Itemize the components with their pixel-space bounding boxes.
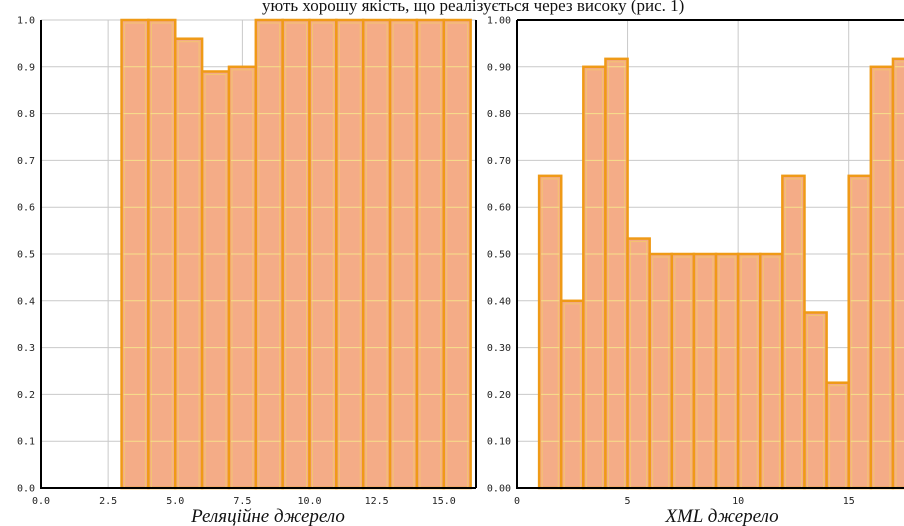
xml-bar [847, 174, 873, 490]
relational-bar-rect [174, 37, 204, 490]
relational-y-tick-label: 0.7 [17, 156, 35, 167]
relational-y-tick-label: 0.0 [17, 484, 35, 495]
xml-bar [648, 252, 674, 490]
relational-x-tick-label: 2.5 [99, 496, 117, 507]
relational-y-tick-label: 1.0 [17, 16, 35, 27]
xml-bar [582, 65, 607, 490]
relational-bar [147, 18, 177, 490]
relational-x-tick-label: 15.0 [432, 496, 456, 507]
xml-bar [759, 252, 784, 490]
relational-x-tick-label: 12.5 [365, 496, 389, 507]
xml-x-tick-label: 5 [625, 496, 631, 507]
xml-bar [803, 311, 828, 490]
xml-y-tick-label: 0.30 [487, 343, 511, 354]
relational-y-tick-label: 0.6 [17, 203, 35, 214]
relational-y-tick-label: 0.8 [17, 109, 35, 120]
relational-y-tick-label: 0.1 [17, 437, 35, 448]
xml-bar [692, 252, 718, 490]
top-text-line: ують хорошу якість, що реалізується чере… [262, 0, 684, 15]
relational-bar [308, 18, 338, 490]
xml-bar [537, 174, 563, 490]
relational-x-tick-label: 5.0 [166, 496, 184, 507]
relational-bar-rect [200, 70, 231, 490]
xml-source-chart: 0.00 0.10 0.20 0.30 0.40 0.50 0.60 0.70 0.80 0.90… [487, 16, 904, 526]
relational-bar [120, 18, 150, 490]
relational-bar [361, 18, 392, 490]
xml-x-tick-label: 0 [514, 496, 520, 507]
xml-x-tick-label: 10 [732, 496, 744, 507]
xml-bar [825, 381, 850, 490]
xml-bar [891, 57, 904, 490]
xml-x-tick-label: 15 [843, 496, 855, 507]
xml-bar [869, 65, 895, 490]
xml-axes: 0.00 0.10 0.20 0.30 0.40 0.50 0.60 0.70 0.80 0.90… [487, 16, 904, 507]
xml-y-tick-label: 0.20 [487, 390, 511, 401]
xml-y-tick-label: 1.00 [487, 16, 511, 27]
xml-bars [537, 57, 904, 490]
relational-y-tick-label: 0.5 [17, 250, 35, 261]
relational-y-tick-label: 0.2 [17, 390, 35, 401]
relational-bar [254, 18, 284, 490]
xml-caption: XML джерело [664, 506, 778, 526]
relational-bar [388, 18, 419, 490]
xml-bar [604, 57, 629, 490]
relational-caption: Реляційне джерело [190, 506, 345, 526]
relational-axes: 0.0 0.1 0.2 0.3 0.4 0.5 0.6 0.7 0.8 0.9 1.0 0.0 2.5 5… [17, 16, 477, 507]
xml-y-tick-label: 0.90 [487, 62, 511, 73]
relational-x-tick-label: 7.5 [233, 496, 251, 507]
relational-source-chart: 0.0 0.1 0.2 0.3 0.4 0.5 0.6 0.7 0.8 0.9 1.0 0.0 2.5 5… [17, 16, 477, 526]
xml-bar [670, 252, 696, 490]
xml-y-tick-label: 0.40 [487, 296, 511, 307]
relational-x-tick-label: 0.0 [32, 496, 50, 507]
relational-bars [120, 18, 472, 490]
relational-y-tick-label: 0.3 [17, 343, 35, 354]
relational-bar [281, 18, 311, 490]
xml-bar [559, 299, 585, 490]
xml-y-tick-label: 0.80 [487, 109, 511, 120]
relational-y-tick-label: 0.4 [17, 296, 35, 307]
xml-y-tick-label: 0.10 [487, 437, 511, 448]
top-text: ують хорошу якість, що реалізується чере… [262, 0, 684, 15]
relational-bar [200, 70, 231, 490]
xml-bar [714, 252, 740, 490]
relational-bar-rect [227, 65, 258, 490]
xml-bar-inner [895, 61, 904, 489]
xml-y-tick-label: 0.50 [487, 250, 511, 261]
relational-bar [442, 18, 472, 490]
relational-bar [227, 65, 258, 490]
xml-bar [736, 252, 762, 490]
xml-bar [781, 174, 806, 490]
relational-y-tick-label: 0.9 [17, 62, 35, 73]
xml-y-tick-label: 0.60 [487, 203, 511, 214]
relational-bar [415, 18, 446, 490]
xml-bar [626, 237, 651, 490]
xml-bar-rect [891, 57, 904, 490]
relational-bar [335, 18, 365, 490]
xml-y-tick-label: 0.00 [487, 484, 511, 495]
relational-bar [174, 37, 204, 490]
xml-y-tick-label: 0.70 [487, 156, 511, 167]
relational-x-tick-label: 10.0 [297, 496, 321, 507]
